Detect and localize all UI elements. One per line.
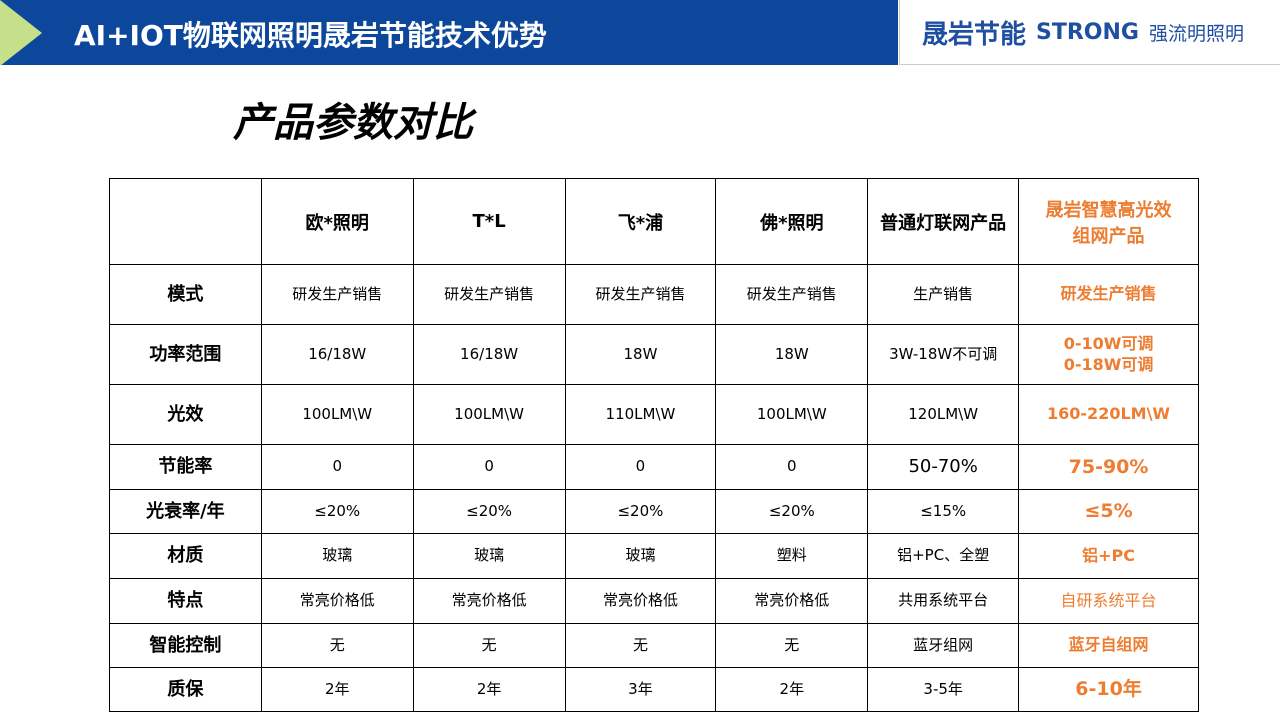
table-cell: 蓝牙自组网: [1018, 623, 1199, 668]
table-cell: ≤20%: [715, 489, 869, 534]
table-cell: 玻璃: [412, 533, 566, 579]
table-cell: 160-220LM\W: [1018, 384, 1199, 445]
table-cell: 生产销售: [867, 264, 1020, 325]
row-label: 智能控制: [109, 623, 262, 668]
table-cell: 自研系统平台: [1018, 578, 1199, 624]
table-cell: 塑料: [715, 533, 869, 579]
table-cell: 3W-18W不可调: [867, 324, 1020, 385]
table-row: 模式 研发生产销售 研发生产销售 研发生产销售 研发生产销售 生产销售 研发生产销售: [109, 264, 1199, 325]
table-cell: 研发生产销售: [564, 264, 717, 325]
table-row: 节能率 0 0 0 0 50-70% 75-90%: [109, 444, 1199, 490]
table-cell: 50-70%: [867, 444, 1020, 490]
column-header: 普通灯联网产品: [867, 178, 1020, 265]
table-cell: 3-5年: [867, 667, 1020, 712]
row-label: 光效: [109, 384, 262, 445]
table-row: 质保 2年 2年 3年 2年 3-5年 6-10年: [109, 667, 1199, 712]
table-row: 功率范围 16/18W 16/18W 18W 18W 3W-18W不可调 0-10W可调 0…: [109, 324, 1199, 385]
row-label: 材质: [109, 533, 262, 579]
table-cell: 2年: [412, 667, 566, 712]
table-cell: 研发生产销售: [1018, 264, 1199, 325]
table-row: 光效 100LM\W 100LM\W 110LM\W 100LM\W 120LM\W 160…: [109, 384, 1199, 445]
logo-en: STRONG: [1036, 19, 1139, 45]
table-row: 材质 玻璃 玻璃 玻璃 塑料 铝+PC、全塑 铝+PC: [109, 533, 1199, 579]
table-cell: 100LM\W: [260, 384, 414, 445]
table-cell: 18W: [715, 324, 869, 385]
table-cell: 铝+PC、全塑: [867, 533, 1020, 579]
table-cell: 100LM\W: [715, 384, 869, 445]
comparison-table: 欧*照明 T*L 飞*浦 佛*照明 普通灯联网产品 晟岩智慧高光效组网产品 模式 研发生产销…: [109, 178, 1199, 712]
table-cell: 无: [260, 623, 414, 668]
logo-cn: 晟岩节能: [922, 19, 1027, 50]
table-cell: 0-10W可调 0-18W可调: [1018, 324, 1199, 385]
triangle-decoration: [0, 0, 42, 66]
table-cell: 常亮价格低: [260, 578, 414, 624]
column-header: 飞*浦: [564, 178, 717, 265]
table-cell: 2年: [260, 667, 414, 712]
table-cell: 玻璃: [564, 533, 717, 579]
table-cell: 无: [564, 623, 717, 668]
table-cell: 常亮价格低: [715, 578, 869, 624]
table-cell: 75-90%: [1018, 444, 1199, 490]
table-row: 智能控制无无无无蓝牙组网 蓝牙自组网: [109, 623, 1199, 668]
table-cell: 常亮价格低: [412, 578, 566, 624]
logo-cn2: 强流明照明: [1148, 22, 1244, 45]
table-cell: 0: [412, 444, 566, 490]
table-cell: ≤20%: [412, 489, 566, 534]
column-header: 佛*照明: [715, 178, 869, 265]
table-cell: 研发生产销售: [412, 264, 566, 325]
table-cell: 0: [260, 444, 414, 490]
table-cell: 常亮价格低: [564, 578, 717, 624]
row-label: 功率范围: [109, 324, 262, 385]
column-header: 欧*照明: [260, 178, 414, 265]
table-cell: 110LM\W: [564, 384, 717, 445]
table-cell: 玻璃: [260, 533, 414, 579]
row-label: 节能率: [109, 444, 262, 490]
row-label: 特点: [109, 578, 262, 624]
table-cell: 100LM\W: [412, 384, 566, 445]
column-header: T*L: [412, 178, 566, 265]
table-cell: 蓝牙组网: [867, 623, 1020, 668]
row-label: 光衰率/年: [109, 489, 262, 534]
table-cell: 120LM\W: [867, 384, 1020, 445]
table-cell: 18W: [564, 324, 717, 385]
table-cell: 6-10年: [1018, 667, 1199, 712]
table-cell: 0: [564, 444, 717, 490]
table-cell: ≤5%: [1018, 489, 1199, 534]
table-cell: 3年: [564, 667, 717, 712]
table-cell: ≤15%: [867, 489, 1020, 534]
table-cell: 16/18W: [412, 324, 566, 385]
table-cell: 无: [715, 623, 869, 668]
page-heading: 产品参数对比: [233, 100, 473, 146]
table-cell: 2年: [715, 667, 869, 712]
table-row: 特点 常亮价格低 常亮价格低 常亮价格低 常亮价格低 共用系统平台 自研系统平台: [109, 578, 1199, 624]
column-header: 晟岩智慧高光效组网产品: [1018, 178, 1199, 265]
header-band: [0, 0, 898, 65]
table-row: 光衰率/年 ≤20% ≤20% ≤20% ≤20% ≤15% ≤5%: [109, 489, 1199, 534]
column-header: [109, 178, 262, 265]
table-cell: 研发生产销售: [715, 264, 869, 325]
table-cell: 研发生产销售: [260, 264, 414, 325]
table-cell: ≤20%: [260, 489, 414, 534]
table-cell: 共用系统平台: [867, 578, 1020, 624]
table-cell: ≤20%: [564, 489, 717, 534]
table-cell: 16/18W: [260, 324, 414, 385]
slide-title: AI+IOT物联网照明晟岩节能技术优势: [74, 19, 547, 52]
table-cell: 铝+PC: [1018, 533, 1199, 579]
table-cell: 无: [412, 623, 566, 668]
table-cell: 0: [715, 444, 869, 490]
row-label: 质保: [109, 667, 262, 712]
company-logo: 晟岩节能 STRONG 强流明照明: [899, 0, 1280, 65]
row-label: 模式: [109, 264, 262, 325]
